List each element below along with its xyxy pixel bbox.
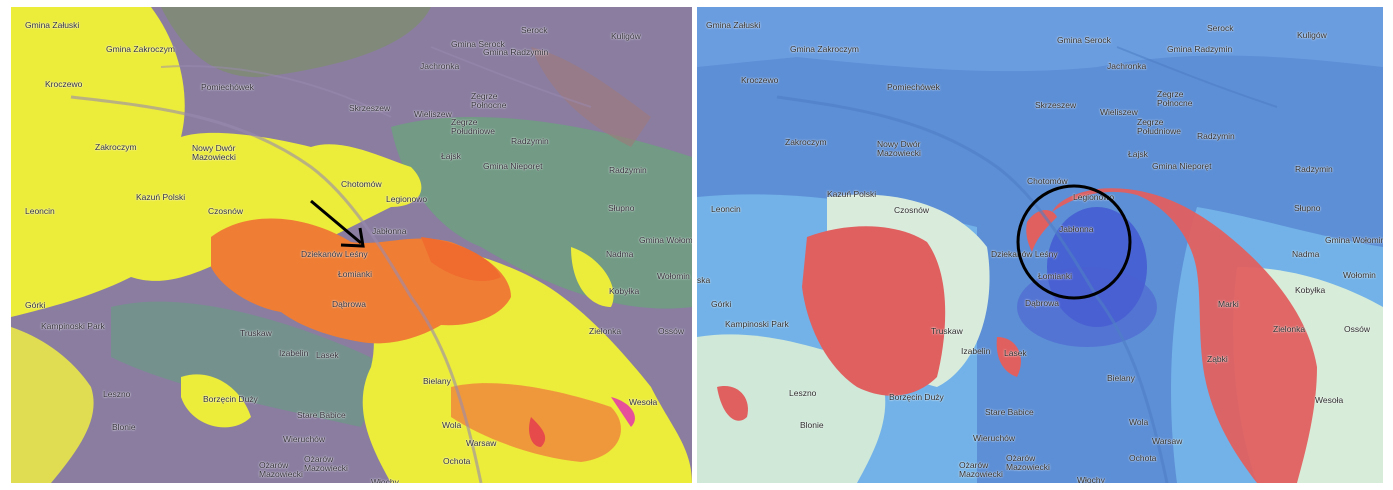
velocity-map-panel[interactable]: Gmina Załuski Gmina Zakroczym Kroczewo Pomi…	[697, 7, 1383, 483]
circle-marker	[1016, 184, 1132, 300]
arrow-icon	[310, 199, 365, 248]
reflectivity-field	[11, 7, 692, 483]
reflectivity-map-panel[interactable]: Gmina Załuski Gmina Zakroczym Kroczewo Pomi…	[11, 7, 692, 483]
velocity-field	[697, 7, 1383, 483]
